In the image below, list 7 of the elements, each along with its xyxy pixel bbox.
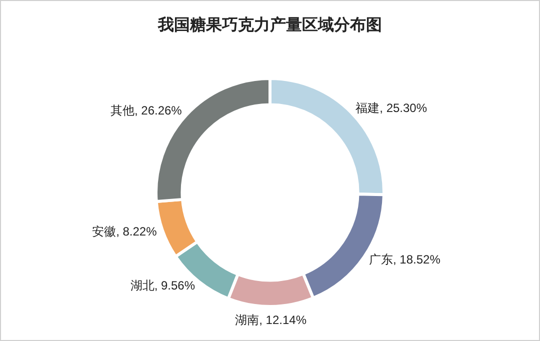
slice-label: 广东, 18.52%: [368, 252, 441, 267]
slice-label: 湖北, 9.56%: [130, 278, 196, 293]
slice-label: 其他, 26.26%: [110, 103, 182, 118]
slice-label: 安徽, 8.22%: [92, 224, 158, 239]
chart-title: 我国糖果巧克力产量区域分布图: [156, 15, 383, 36]
slice-label: 福建, 25.30%: [356, 100, 428, 115]
slice-label: 湖南, 12.14%: [235, 312, 307, 327]
